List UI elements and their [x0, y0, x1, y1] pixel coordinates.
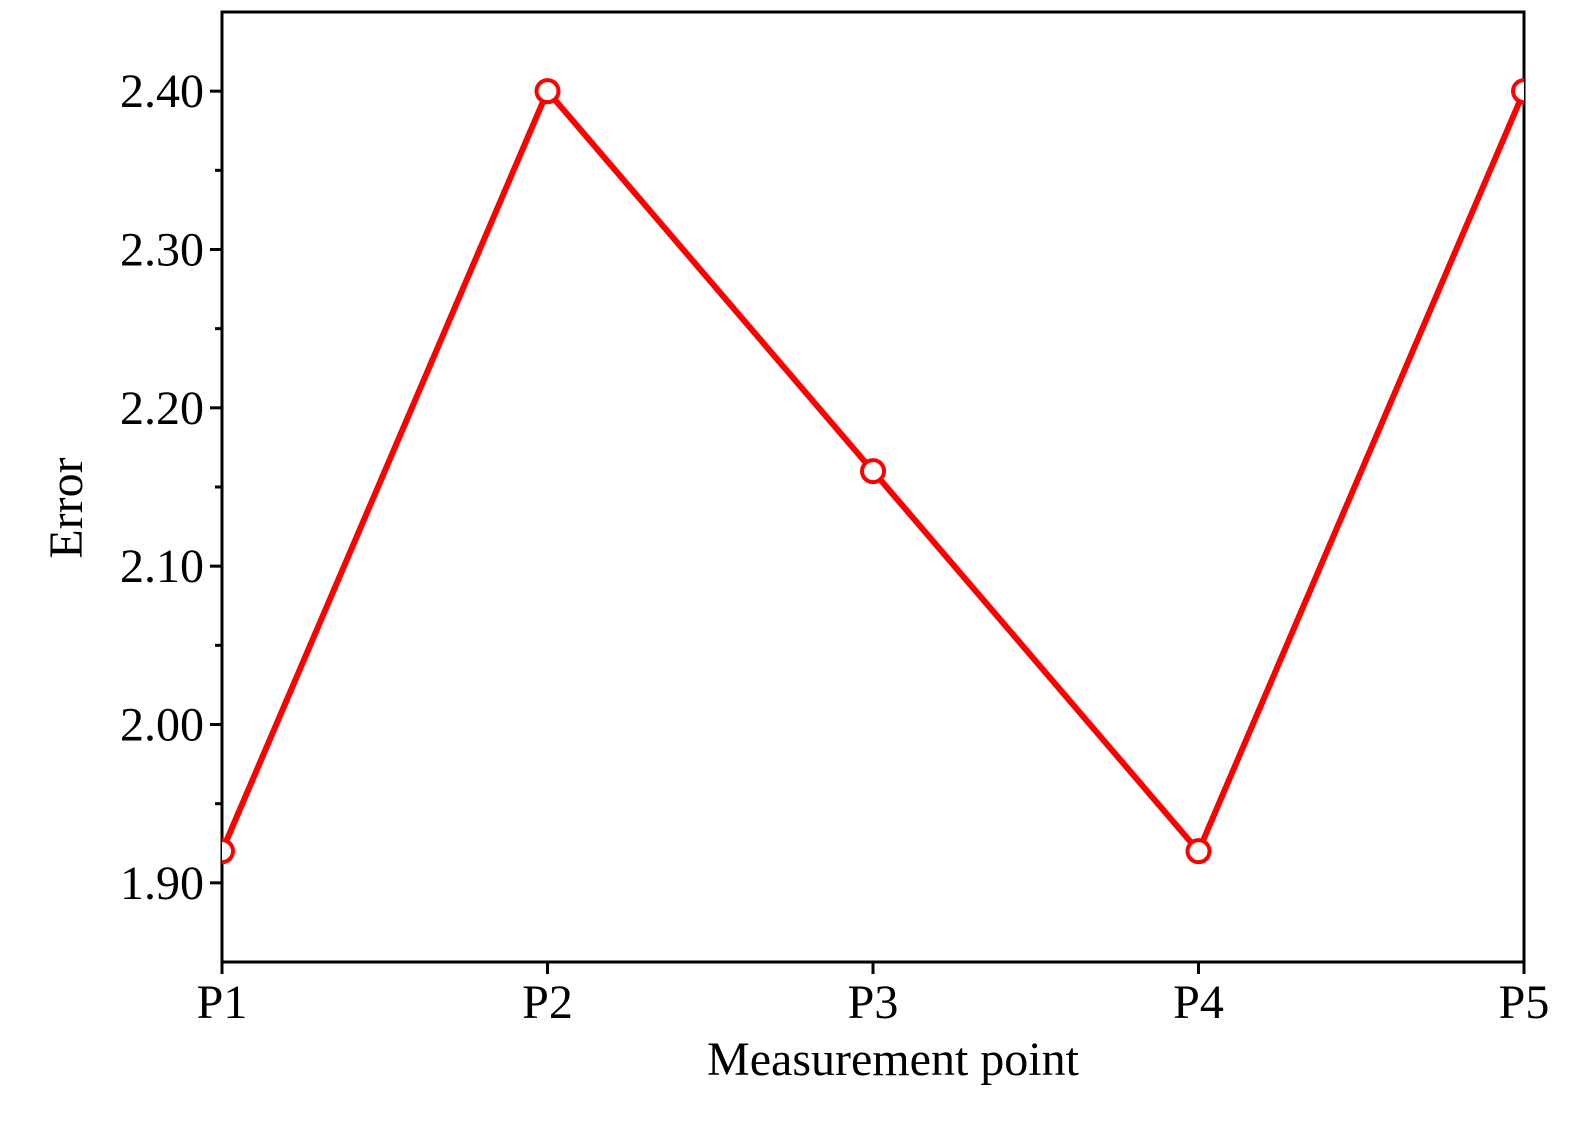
data-point: [1511, 78, 1524, 105]
data-point: [860, 458, 886, 485]
data-point: [1185, 838, 1212, 865]
x-tick-label: P4: [1173, 976, 1224, 1029]
x-tick-label: P5: [1499, 976, 1550, 1029]
y-tick-label: 2.20: [120, 382, 204, 435]
x-tick-label: P3: [848, 976, 899, 1029]
x-axis-title: Measurement point: [707, 1033, 1080, 1086]
data-point: [534, 78, 561, 105]
data-series: [222, 78, 1524, 865]
y-tick-label: 1.90: [120, 857, 204, 910]
y-axis-title: Error: [40, 457, 93, 558]
x-tick-label: P1: [197, 976, 248, 1029]
y-axis: 1.90 2.00 2.10 2.20 2.30 2.40: [120, 65, 222, 910]
x-tick-label: P2: [522, 976, 573, 1029]
x-axis: P1 P2 P3 P4 P5: [197, 962, 1550, 1029]
plot-frame: [220, 10, 1526, 964]
y-tick-label: 2.00: [120, 699, 204, 752]
y-tick-label: 2.40: [120, 65, 204, 118]
y-tick-label: 2.10: [120, 540, 204, 593]
y-tick-label: 2.30: [120, 224, 204, 277]
data-point: [222, 838, 235, 865]
